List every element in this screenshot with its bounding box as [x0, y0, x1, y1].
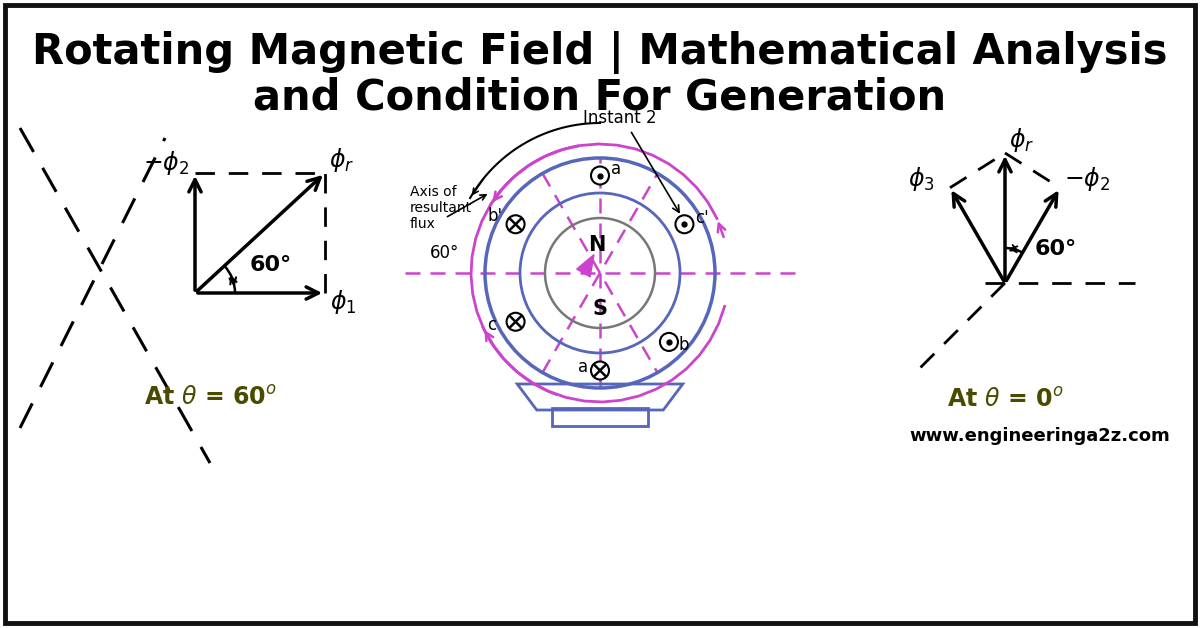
Text: 60°: 60° — [430, 244, 460, 262]
Text: N: N — [588, 235, 605, 255]
Text: $\phi_3$: $\phi_3$ — [908, 165, 935, 193]
Circle shape — [592, 362, 610, 379]
Text: $\phi_1$: $\phi_1$ — [330, 288, 356, 316]
Text: a: a — [578, 359, 588, 377]
Text: $\phi_r$: $\phi_r$ — [329, 146, 354, 174]
Circle shape — [660, 333, 678, 351]
Circle shape — [592, 166, 610, 185]
Text: a: a — [611, 160, 622, 178]
Text: c: c — [487, 316, 497, 333]
Text: S: S — [592, 299, 607, 319]
Text: Instant 2: Instant 2 — [583, 109, 656, 127]
Text: At $\theta$ = 0$^o$: At $\theta$ = 0$^o$ — [947, 388, 1063, 412]
Text: b: b — [679, 336, 690, 354]
Text: At $\theta$ = 60$^o$: At $\theta$ = 60$^o$ — [144, 386, 276, 410]
Circle shape — [506, 215, 524, 233]
Text: 60°: 60° — [250, 255, 293, 275]
Text: 60°: 60° — [1034, 239, 1078, 259]
Circle shape — [506, 313, 524, 331]
Text: Rotating Magnetic Field | Mathematical Analysis: Rotating Magnetic Field | Mathematical A… — [32, 31, 1168, 75]
Text: and Condition For Generation: and Condition For Generation — [253, 77, 947, 119]
Polygon shape — [577, 254, 594, 277]
Text: Axis of
resultant
flux: Axis of resultant flux — [410, 185, 472, 231]
Circle shape — [676, 215, 694, 233]
Text: www.engineeringa2z.com: www.engineeringa2z.com — [910, 427, 1170, 445]
Text: c': c' — [696, 209, 709, 227]
Text: $-\phi_2$: $-\phi_2$ — [143, 149, 190, 177]
Text: $\phi_r$: $\phi_r$ — [1009, 126, 1034, 154]
Text: $-\phi_2$: $-\phi_2$ — [1064, 165, 1110, 193]
Text: b': b' — [487, 207, 503, 225]
